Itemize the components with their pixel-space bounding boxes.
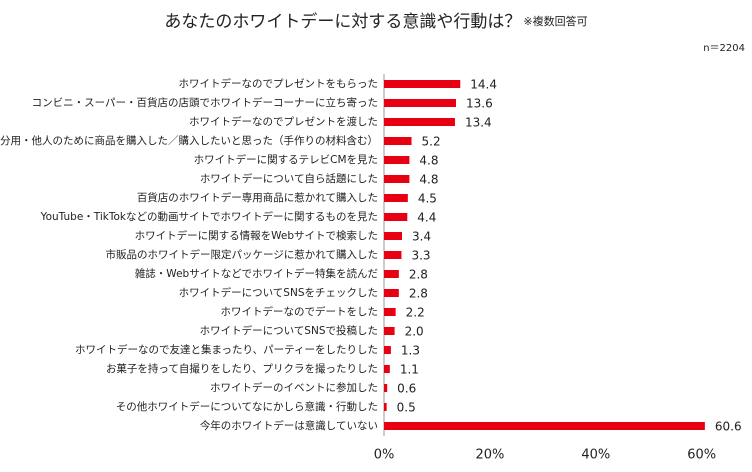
x-tick-label: 60% [687, 448, 716, 463]
category-label: ホワイトデーなので友達と集まったり、パーティーをしたりした [75, 343, 378, 356]
x-tick-label: 0% [374, 448, 395, 463]
chart-title-group: あなたのホワイトデーに対する意識や行動は？ ※複数回答可 [164, 11, 587, 32]
value-label: 2.0 [405, 325, 424, 339]
bar [384, 99, 457, 107]
category-label: 百貨店のホワイトデー専用商品に惹かれて購入した [137, 191, 378, 204]
bar [384, 194, 408, 202]
category-label: ホワイトデーのイベントに参加した [210, 381, 378, 394]
bar [384, 156, 410, 164]
value-label: 60.6 [715, 420, 742, 434]
bar [384, 308, 396, 316]
chart-subtitle: ※複数回答可 [523, 14, 587, 28]
value-label: 1.3 [401, 344, 420, 358]
chart-title: あなたのホワイトデーに対する意識や行動は？ [164, 11, 521, 32]
value-label: 2.8 [409, 268, 428, 282]
category-label: 今年のホワイトデーは意識していない [200, 419, 378, 432]
value-label: 1.1 [400, 363, 419, 377]
value-label: 3.3 [411, 249, 430, 263]
value-label: 14.4 [470, 78, 497, 92]
category-label: ホワイトデーなのでプレゼントを渡した [189, 115, 378, 128]
category-label: お菓子を持って自撮りをしたり、プリクラを撮ったりした [106, 362, 378, 375]
category-label: ホワイトデーなのでデートをした [221, 305, 379, 318]
x-tick-label: 20% [475, 448, 504, 463]
value-label: 2.8 [409, 287, 428, 301]
bar [384, 118, 455, 126]
category-label: 自分用・他人のために商品を購入した／購入したいと思った（手作りの材料含む） [0, 134, 378, 147]
bar [384, 213, 408, 221]
value-label: 3.4 [412, 230, 431, 244]
bar [384, 327, 395, 335]
value-label: 13.6 [466, 97, 493, 111]
bar [384, 384, 388, 392]
category-label: ホワイトデーなのでプレゼントをもらった [179, 77, 379, 90]
value-label: 4.5 [418, 192, 437, 206]
category-label: ホワイトデーに関する情報をWebサイトで検索した [135, 229, 378, 242]
category-label: ホワイトデーについてSNSで投稿した [200, 324, 378, 337]
bar [384, 365, 390, 373]
bar [384, 251, 402, 259]
value-label: 13.4 [465, 116, 492, 130]
category-label: コンビニ・スーパー・百貨店の店頭でホワイトデーコーナーに立ち寄った [32, 96, 378, 109]
value-label: 0.5 [397, 401, 416, 415]
category-label: 市販品のホワイトデー限定パッケージに惹かれて購入した [106, 248, 378, 261]
bar [384, 175, 410, 183]
category-label: ホワイトデーについてSNSをチェックした [179, 286, 378, 299]
value-label: 2.2 [406, 306, 425, 320]
value-label: 4.8 [419, 154, 438, 168]
value-label: 4.8 [419, 173, 438, 187]
sample-note: n＝2204 [703, 43, 745, 54]
bar [384, 289, 399, 297]
category-label: YouTube・TikTokなどの動画サイトでホワイトデーに関するものを見た [40, 210, 378, 223]
x-tick-label: 40% [581, 448, 610, 463]
bar [384, 422, 705, 430]
bar [384, 80, 461, 88]
category-label: ホワイトデーについて自ら話題にした [200, 172, 378, 185]
value-label: 5.2 [422, 135, 441, 149]
bar [384, 137, 412, 145]
bar [384, 403, 387, 411]
bar [384, 346, 391, 354]
category-label: 雑誌・Webサイトなどでホワイトデー特集を読んだ [135, 267, 378, 280]
category-label: その他ホワイトデーについてなにかしら意識・行動した [116, 400, 378, 413]
value-label: 4.4 [417, 211, 436, 225]
bar [384, 232, 403, 240]
bar [384, 270, 399, 278]
value-label: 0.6 [397, 382, 416, 396]
category-label: ホワイトデーに関するテレビCMを見た [194, 153, 378, 166]
